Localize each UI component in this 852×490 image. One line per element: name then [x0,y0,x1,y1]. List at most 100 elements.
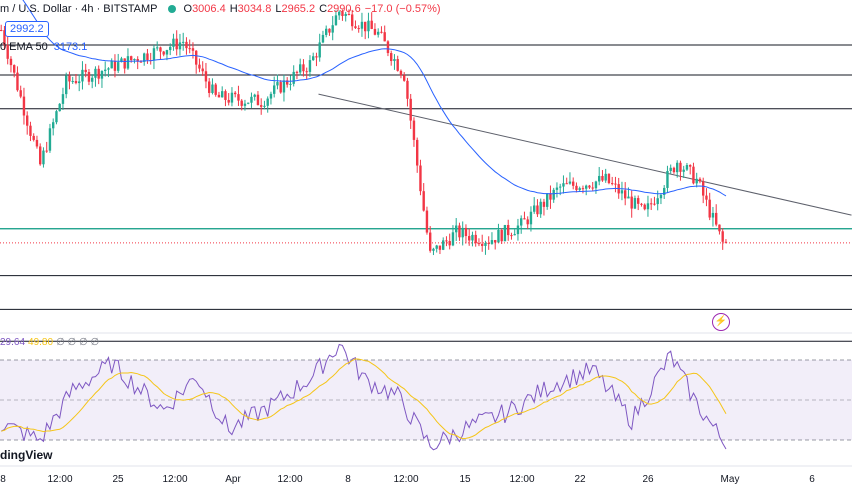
candle-body [347,13,351,15]
ohlc-open: O3006.4 [183,3,226,15]
candle-body [650,203,653,205]
candle-body [507,225,510,236]
candle-body [698,178,702,182]
rsi-legend[interactable]: 29.64 49.80 ∅ ∅ ∅ ∅ [0,337,99,348]
candle-body [646,203,650,210]
candle-body [3,30,6,46]
candles-group [0,9,728,256]
candle-body [299,64,302,73]
candle-body [110,60,113,69]
x-tick-label: 15 [459,474,471,485]
candle-body [549,193,552,200]
candle-body [243,103,247,106]
candle-body [126,56,130,69]
candle-body [442,240,445,250]
candle-body [269,93,273,99]
candle-body [45,150,48,152]
candle-body [94,68,97,78]
candle-body [565,183,568,185]
price-badge[interactable]: 2992.2 [5,21,49,37]
candle-body [611,183,614,185]
candle-body [620,190,624,194]
symbol-title[interactable]: m / U.S. Dollar · 4h · BITSTAMP [0,3,158,15]
candle-body [159,47,162,52]
candle-body [308,60,312,72]
candle-body [572,181,575,186]
candle-body [409,98,412,121]
candle-body [321,34,325,43]
candle-body [84,69,87,73]
candle-body [143,53,146,62]
candle-body [276,82,279,86]
candle-body [224,91,227,100]
symbol-legend: m / U.S. Dollar · 4h · BITSTAMP O3006.4 H3… [0,3,445,15]
rsi-line [0,343,727,451]
candle-body [260,105,263,107]
candle-body [640,203,643,205]
candle-body [432,248,435,251]
x-tick-label: 12:00 [277,474,303,485]
candle-body [721,231,724,242]
candle-body [286,80,289,85]
candle-body [539,201,542,215]
trendline [318,93,852,216]
candle-body [208,81,211,93]
candle-body [185,41,188,49]
candle-body [458,225,461,238]
candle-body [575,185,578,191]
candle-body [445,240,448,242]
candle-body [256,94,260,106]
candle-body [32,135,35,140]
candle-body [708,199,711,218]
candle-body [107,68,110,70]
candle-body [468,236,471,241]
candle-body [120,58,123,63]
candle-body [35,139,39,147]
x-tick-label: 12:00 [393,474,419,485]
candle-body [581,188,585,190]
candle-body [338,11,341,16]
candle-body [399,70,403,76]
candle-body [334,15,338,26]
candle-body [692,166,695,184]
candle-body [91,77,94,82]
candle-body [393,59,396,62]
candle-body [523,218,526,220]
candle-body [162,51,165,55]
candle-body [390,53,393,62]
x-tick-label: 25 [112,474,124,485]
rsi-ma-line [1,358,727,440]
candle-body [318,42,321,58]
lightning-icon[interactable]: ⚡ [712,313,730,331]
candle-body [705,195,708,200]
candle-body [503,225,507,242]
ema-legend[interactable]: 0 EMA 50 3173.1 [0,41,87,53]
candle-body [214,84,217,95]
candle-body [71,80,74,82]
candle-body [48,128,52,151]
candle-body [367,20,370,32]
candle-body [9,58,13,66]
candle-body [676,162,679,173]
candle-body [78,81,81,84]
candle-body [188,48,191,50]
candle-body [13,65,16,73]
candle-body [370,20,373,29]
candle-body [724,241,728,243]
candle-body [19,90,22,97]
candle-body [237,94,240,101]
candle-body [403,75,406,81]
candle-body [169,46,172,51]
candle-body [406,80,409,99]
candle-body [139,61,143,63]
candle-body [295,71,299,73]
ohlc-close: C2990.6 [319,3,361,15]
candle-body [533,205,536,212]
candle-body [715,212,718,225]
candle-body [481,243,484,246]
candle-body [156,47,159,49]
candle-body [364,21,367,32]
tradingview-logo[interactable]: dingView [0,448,53,462]
